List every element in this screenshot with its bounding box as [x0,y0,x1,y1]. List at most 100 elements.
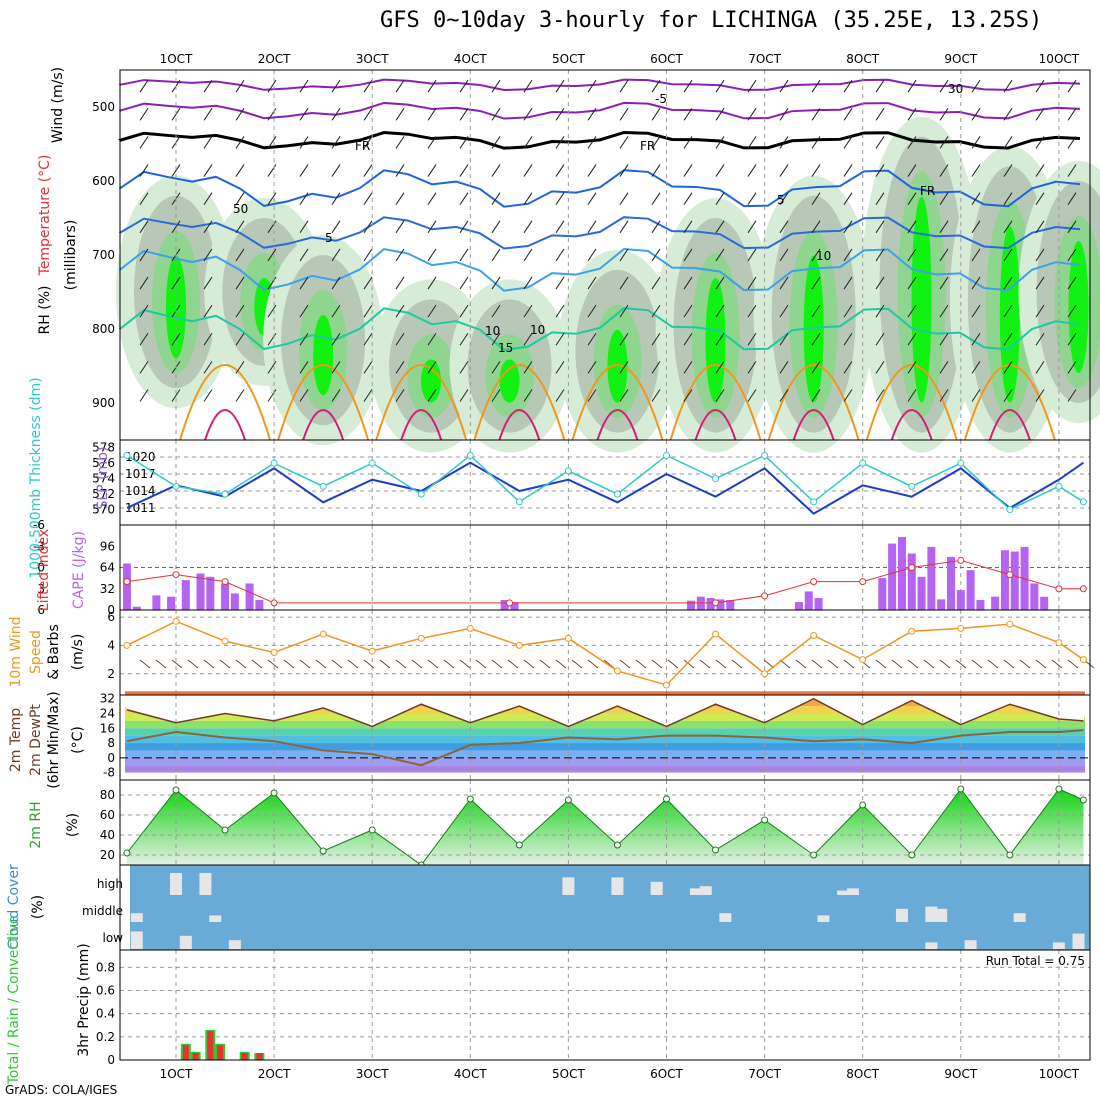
upper-wind-barb [139,220,149,234]
upper-wind-barb [427,192,437,205]
upper-wind-barb [939,276,949,290]
li-line-marker [957,556,965,564]
upper-wind-barb [523,276,533,290]
rh-shade-core [999,226,1020,403]
temp-band [125,743,1085,751]
wind-label: 10m Wind [8,616,24,687]
upper-wind-barb [939,304,949,318]
upper-wind-barb [1067,79,1077,93]
upper-wind-barb [1035,361,1045,374]
upper-wind-barb [555,79,565,93]
upper-wind-barb [555,248,565,262]
upper-wind-barb [203,389,213,402]
upper-wind-barb [1003,361,1013,374]
upper-wind-barb [779,361,789,374]
thickness-ytick: 574 [92,472,115,486]
upper-wind-barb [523,248,533,262]
temp-band [125,713,1085,721]
upper-wind-barb [907,276,917,290]
wind10m-line-marker [123,641,131,649]
li-line-marker [1079,585,1087,593]
upper-wind-barb [331,248,341,262]
rh-line-marker [908,851,916,859]
upper-wind-barb [235,136,245,149]
wind10m-barb [475,659,487,669]
wind10m-line-marker [368,647,376,655]
upper-wind-barb [779,389,789,402]
wind10m-barb [219,659,231,669]
wind10m-barb [571,659,583,669]
upper-wind-barb [491,389,501,402]
thickness-line-marker [466,451,474,459]
dewpt2m-line [126,729,1084,767]
upper-wind-barb [427,108,437,121]
upper-wind-barb [395,248,405,262]
upper-wind-barb [139,361,149,374]
upper-wind-barb [203,248,213,262]
cape-bar [927,546,936,610]
rh-line-marker [564,796,572,804]
cape-bar [500,600,509,610]
upper-wind-barb [299,276,309,290]
rh-shade-core [421,359,442,403]
wind10m-barb [331,659,343,669]
upper-wind-barb [491,333,501,346]
thickness-line-marker [613,490,621,498]
upper-wind-barb [299,192,309,205]
upper-wind-barb [1035,248,1045,262]
upper-wind-barb [747,136,757,149]
rh-line-marker [1079,796,1087,804]
upper-wind-barb [875,248,885,262]
upper-wind-barb [139,276,149,290]
upper-wind-barb [811,220,821,234]
upper-wind-barb [715,276,725,290]
wind10m-barb [187,659,199,669]
rh-line-marker [466,795,474,803]
cape-bar [804,591,813,610]
temp-ylabel: (°C) [70,726,86,754]
upper-ytick: 900 [92,396,115,410]
rh-area [126,789,1084,865]
upper-wind-barb [299,108,309,121]
upper-wind-barb [619,136,629,149]
upper-wind-barb [747,220,757,234]
wind10m-line-marker [761,670,769,678]
contour-label: 15 [498,341,513,355]
cloud-bar-low [925,942,938,949]
upper-wind-barb [299,389,309,402]
upper-wind-barb [1035,389,1045,402]
upper-wind-barb [651,192,661,205]
cloud-bar-middle [209,915,222,922]
upper-wind-barb [651,164,661,177]
cape-bar [726,600,735,610]
upper-wind-barb [811,192,821,205]
wind10m-barb [811,659,823,669]
wind10m-barb [987,659,999,669]
temp2m-line [126,697,1084,728]
top-xtick: 8OCT [846,52,879,66]
upper-wind-barb [651,389,661,402]
li-line-marker [859,578,867,586]
cape-bar [966,570,975,610]
contour-label: 50 [233,202,248,216]
rh-line-marker [368,826,376,834]
wind10m-barb [1003,659,1015,669]
contour-15c [119,307,1081,351]
upper-wind-barb [363,136,373,149]
wind10m-line-marker [515,641,523,649]
upper-wind-barb [939,333,949,346]
upper-wind-barb [331,164,341,177]
cloud-bar-low [179,935,192,949]
upper-wind-barb [939,108,949,121]
upper-wind-barb [683,389,693,402]
upper-wind-barb [1003,79,1013,93]
thickness-line-marker [663,451,670,459]
upper-wind-barb [683,136,693,149]
wind10m-barb [955,659,967,669]
upper-wind-barb [619,192,629,205]
upper-wind-barb [747,248,757,262]
cape-bar [794,602,803,610]
upper-wind-barb [427,79,437,93]
thickness-line-marker [859,459,867,467]
upper-wind-barb [875,333,885,346]
